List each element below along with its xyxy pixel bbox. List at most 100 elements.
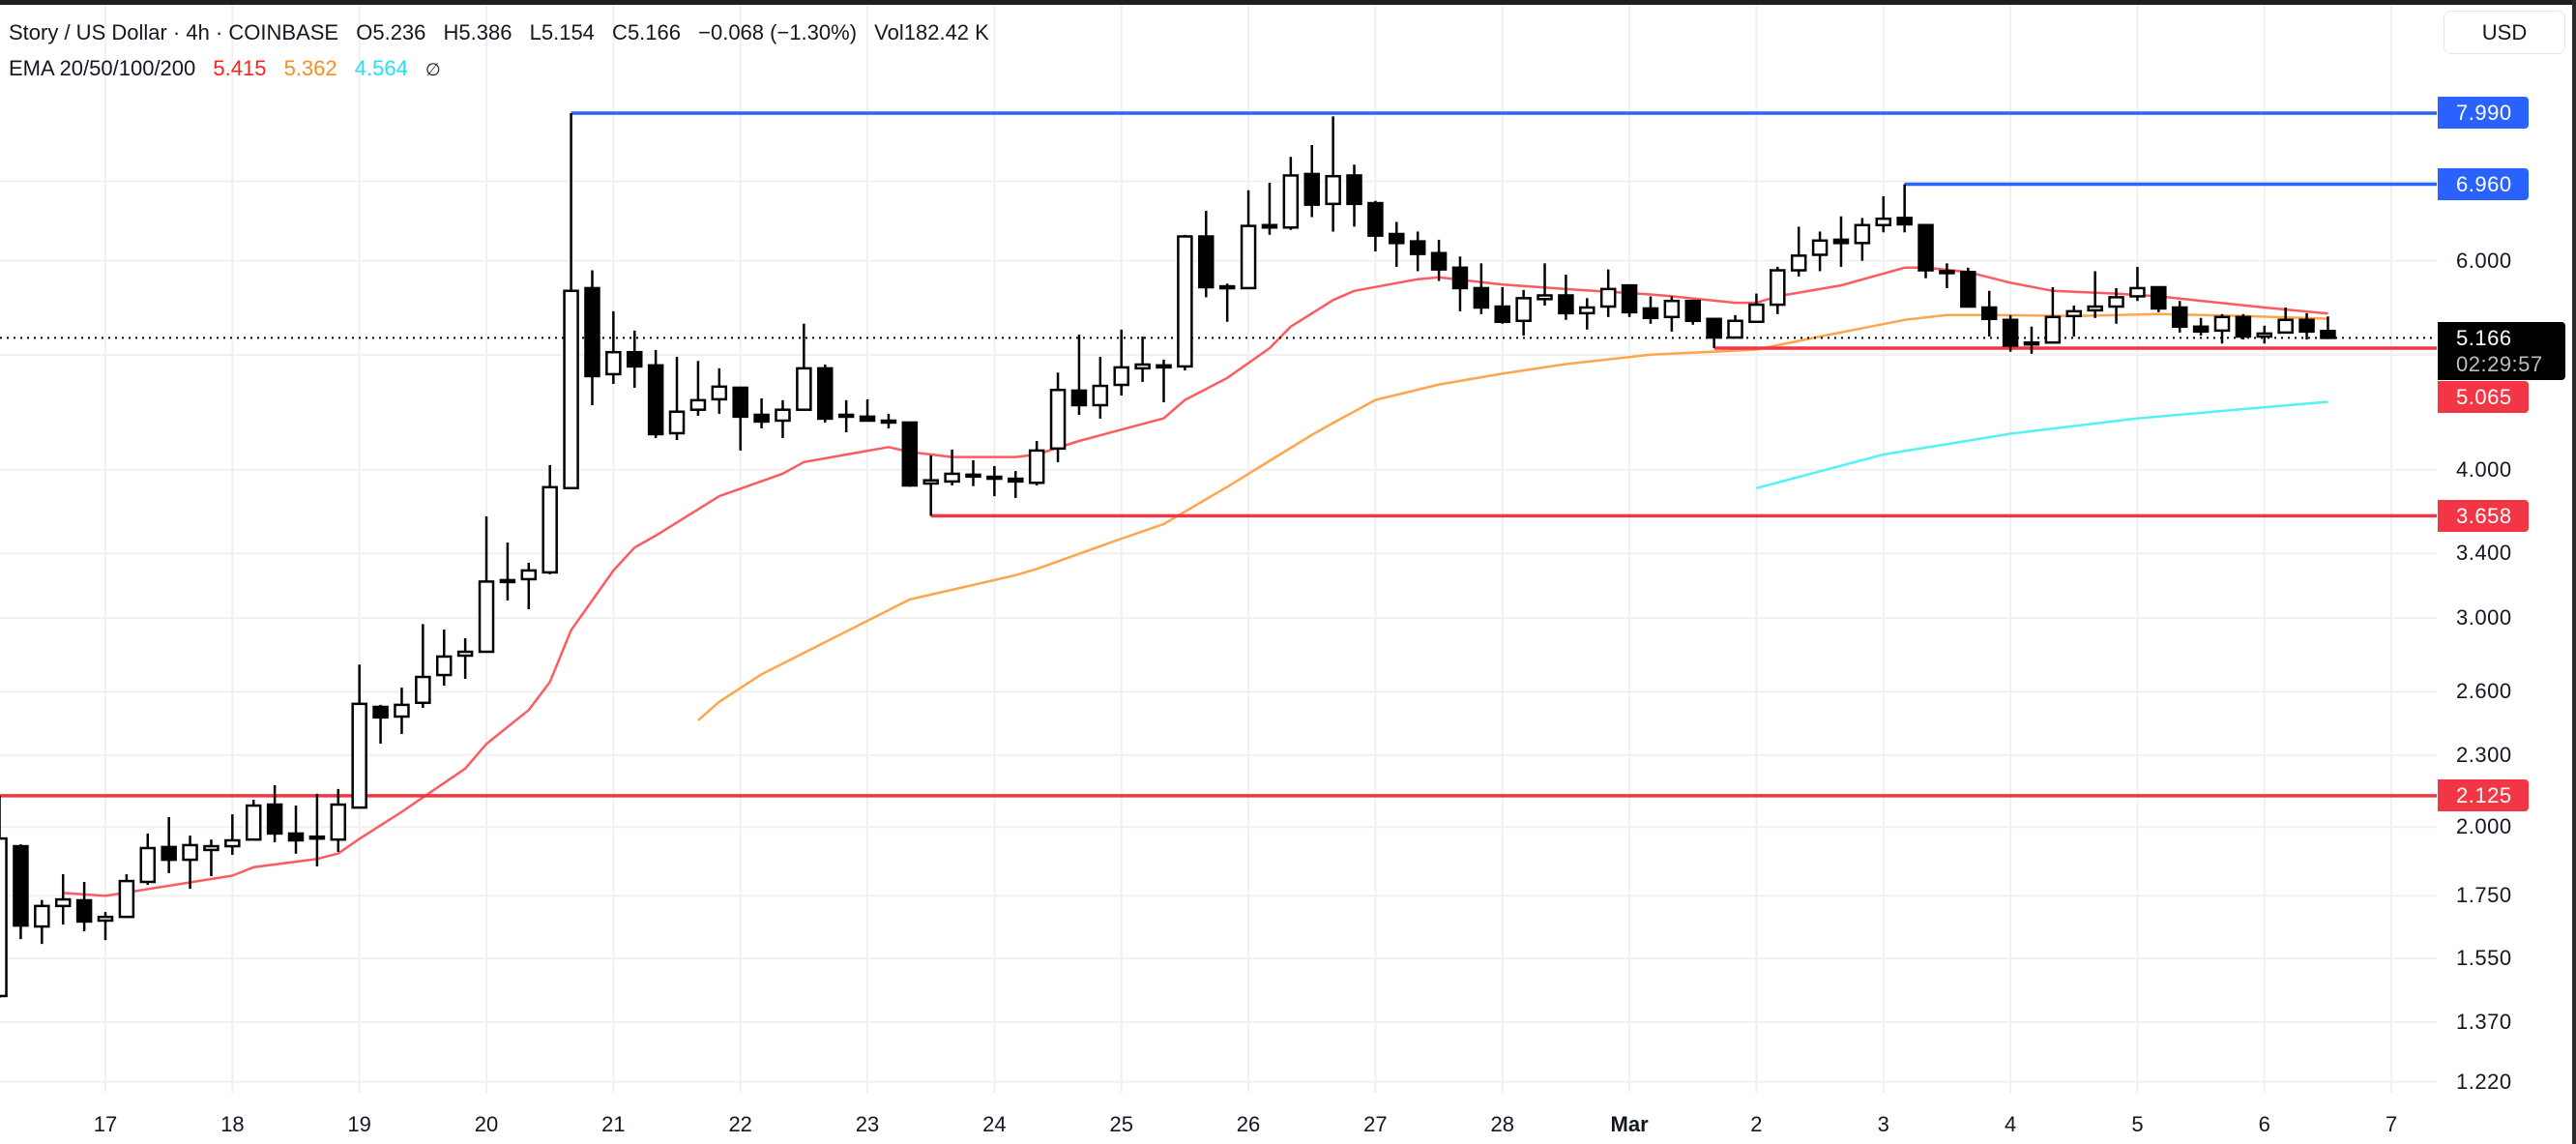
candle-bullish: [1875, 217, 1892, 227]
candle-bullish: [1811, 239, 1829, 256]
low-value: 5.154: [541, 20, 595, 44]
candle-bullish: [1770, 269, 1786, 307]
candle-bullish: [34, 904, 50, 928]
candle-bearish: [1621, 283, 1638, 314]
candle-bullish: [1599, 287, 1617, 308]
candle-bearish: [1430, 251, 1448, 271]
candle-bullish: [203, 844, 220, 852]
price-tick-label: 1.750: [2456, 883, 2512, 908]
candle-bullish: [1049, 388, 1067, 451]
candle-bearish: [1389, 232, 1405, 245]
candle-bearish: [2171, 306, 2188, 329]
volume-value: 182.42 K: [903, 20, 989, 44]
high-label: H: [443, 20, 459, 44]
time-tick-label: 19: [347, 1112, 371, 1136]
price-tick-label: 3.400: [2456, 541, 2512, 566]
candle-bearish: [986, 475, 1003, 481]
candle-bearish: [1367, 201, 1384, 237]
time-tick-label: 5: [2131, 1112, 2144, 1136]
candle-bullish: [2256, 332, 2273, 338]
candle-bearish: [732, 386, 748, 419]
candle-bearish: [1558, 294, 1574, 315]
candle-bullish: [1663, 299, 1681, 319]
current-price-label: 5.166 02:29:57: [2438, 322, 2565, 381]
price-tick-label: 2.300: [2456, 742, 2512, 767]
candle-bearish: [1706, 317, 1722, 339]
ema-legend[interactable]: EMA 20/50/100/200 5.415 5.362 4.564 ∅: [9, 56, 441, 82]
time-tick-label: 7: [2385, 1112, 2398, 1136]
price-tick-label: 3.000: [2456, 605, 2512, 631]
ema50-value: 5.362: [283, 56, 337, 80]
ema-line-ema20: [63, 266, 2328, 897]
candle-bullish: [2129, 286, 2146, 298]
candle-bullish: [1325, 174, 1341, 206]
time-tick-label: 25: [1109, 1112, 1133, 1136]
symbol-title[interactable]: Story / US Dollar · 4h · COINBASE: [9, 20, 339, 44]
candle-bearish: [2235, 315, 2252, 338]
candle-bearish: [1980, 306, 1998, 321]
open-value: 5.236: [372, 20, 426, 44]
candle-bearish: [817, 367, 834, 421]
candle-bullish: [478, 580, 495, 654]
candle-bearish: [2002, 318, 2019, 347]
candle-bearish: [647, 364, 664, 436]
candle-bearish: [161, 845, 177, 862]
candle-bearish: [1917, 223, 1934, 272]
candle-bullish: [1854, 223, 1871, 245]
time-tick-label: 3: [1877, 1112, 1889, 1136]
low-label: L: [529, 20, 542, 44]
candle-bearish: [1960, 271, 1976, 308]
candle-bullish: [2277, 318, 2294, 335]
candle-bearish: [753, 413, 770, 424]
time-tick-label: 22: [728, 1112, 752, 1136]
candle-bearish: [2151, 285, 2167, 310]
candle-bullish: [394, 703, 410, 719]
candle-bearish: [266, 803, 283, 836]
candle-bullish: [2065, 309, 2083, 318]
candle-bullish: [2044, 315, 2062, 344]
window-top-bar: [0, 0, 2576, 5]
level-price-label: 2.125: [2438, 779, 2529, 812]
candle-bullish: [456, 650, 474, 658]
candle-bullish: [2213, 315, 2231, 333]
candle-bullish: [1537, 294, 1553, 301]
ema20-value: 5.415: [213, 56, 267, 80]
candle-bearish: [499, 578, 516, 584]
time-tick-label: 26: [1236, 1112, 1261, 1136]
candle-bullish: [1028, 449, 1045, 484]
candle-bearish: [584, 286, 600, 378]
level-price-label: 7.990: [2438, 97, 2529, 130]
ema-line-ema100: [1756, 400, 2328, 490]
candle-bearish: [287, 832, 305, 842]
candle-bullish: [1113, 366, 1129, 387]
open-label: O: [356, 20, 373, 44]
candle-bullish: [54, 897, 72, 908]
candle-bullish: [668, 410, 686, 435]
candle-bearish: [1494, 305, 1510, 324]
time-tick-label: 23: [855, 1112, 880, 1136]
price-tick-label: 1.550: [2456, 946, 2512, 971]
candle-bearish: [1070, 389, 1088, 407]
candle-bullish: [711, 385, 728, 401]
change-value: −0.068 (−1.30%): [698, 20, 858, 44]
close-value: 5.166: [627, 20, 681, 44]
candle-bearish: [859, 415, 876, 423]
currency-button[interactable]: USD: [2444, 11, 2565, 54]
candle-bullish: [563, 289, 579, 490]
ema200-value: ∅: [424, 60, 441, 79]
time-tick-label: 18: [220, 1112, 245, 1136]
candle-bearish: [880, 419, 897, 425]
close-label: C: [612, 20, 628, 44]
level-price-label: 5.065: [2438, 381, 2529, 414]
price-tick-label: 4.000: [2456, 456, 2512, 482]
candle-bullish: [1727, 319, 1743, 339]
time-tick-label: 6: [2258, 1112, 2270, 1136]
candle-bullish: [1579, 306, 1595, 315]
time-tick-label: 2: [1750, 1112, 1763, 1136]
candle-bearish: [1473, 286, 1490, 309]
candle-bullish: [0, 836, 8, 998]
candle-bearish: [1642, 307, 1659, 320]
candle-bearish: [901, 421, 919, 487]
ema-indicator-label[interactable]: EMA 20/50/100/200: [9, 56, 196, 80]
